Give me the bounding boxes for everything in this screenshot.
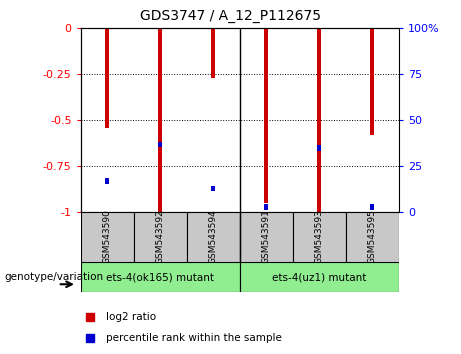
Bar: [346, 212, 399, 262]
Text: log2 ratio: log2 ratio: [106, 312, 156, 322]
Bar: [370, 28, 374, 135]
Text: GDS3747 / A_12_P112675: GDS3747 / A_12_P112675: [140, 9, 321, 23]
Bar: [317, 145, 321, 151]
Text: GSM543590: GSM543590: [103, 209, 112, 264]
Bar: [370, 204, 374, 210]
Text: GSM543591: GSM543591: [262, 209, 271, 264]
Bar: [158, 142, 162, 147]
Bar: [211, 28, 215, 78]
Text: genotype/variation: genotype/variation: [5, 272, 104, 282]
Text: ets-4(uz1) mutant: ets-4(uz1) mutant: [272, 272, 366, 282]
Text: percentile rank within the sample: percentile rank within the sample: [106, 332, 282, 343]
Bar: [81, 262, 240, 292]
Bar: [187, 212, 240, 262]
Bar: [211, 186, 215, 191]
Bar: [240, 212, 293, 262]
Bar: [293, 212, 346, 262]
Bar: [105, 28, 109, 128]
Bar: [81, 212, 134, 262]
Bar: [317, 28, 321, 212]
Bar: [105, 178, 109, 184]
Bar: [158, 28, 162, 212]
Text: ets-4(ok165) mutant: ets-4(ok165) mutant: [106, 272, 214, 282]
Text: GSM543595: GSM543595: [368, 209, 377, 264]
Bar: [240, 262, 399, 292]
Bar: [264, 204, 268, 210]
Text: GSM543592: GSM543592: [156, 209, 165, 264]
Text: GSM543594: GSM543594: [209, 209, 218, 264]
Bar: [264, 28, 268, 203]
Text: GSM543593: GSM543593: [315, 209, 324, 264]
Bar: [134, 212, 187, 262]
